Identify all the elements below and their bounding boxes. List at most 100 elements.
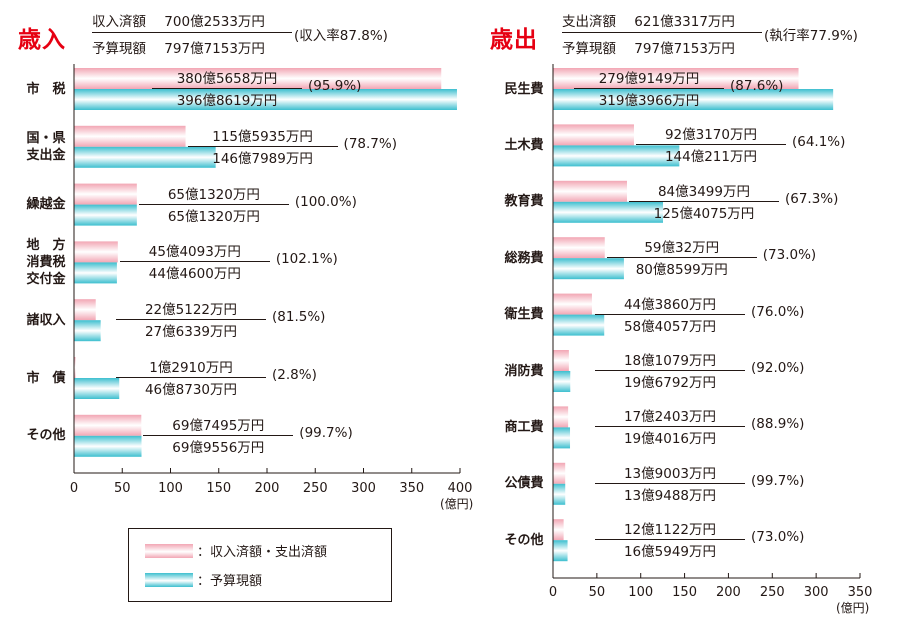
income-title: 歳入: [18, 27, 66, 53]
expenditure-actual-value: 84億3499万円: [657, 183, 750, 200]
expenditure-actual-value: 92億3170万円: [664, 127, 757, 144]
income-budget-value: 46億8730万円: [144, 382, 238, 398]
expenditure-actual-value: 621億3317万円: [634, 14, 735, 30]
income-tick-label: 200: [255, 481, 280, 496]
income-value-pair: 69億7495万円 69億9556万円 (99.7%): [143, 414, 353, 458]
income-value-pair: 45億4093万円 44億4600万円 (102.1%): [119, 240, 338, 284]
expenditure-bar-budget-2: [553, 201, 664, 223]
income-bar-budget-6: [74, 435, 142, 457]
expenditure-summary-rule: [562, 32, 762, 33]
income-actual-value: 65億1320万円: [167, 186, 260, 203]
income-actual-value: 115億5935万円: [212, 128, 313, 145]
income-actual-value: 22億5122万円: [144, 302, 238, 319]
income-bar-budget-0: [74, 89, 457, 110]
expenditure-bar-budget-5: [553, 371, 571, 392]
income-rate: (2.8%): [272, 367, 317, 383]
expenditure-tick-label: 150: [672, 585, 697, 600]
income-category-label: 繰越金: [26, 197, 66, 213]
expenditure-bar-actual-1: [553, 124, 634, 146]
expenditure-bar-actual-3: [553, 237, 605, 259]
income-tick-label: 300: [351, 481, 376, 496]
expenditure-fraction-rule: [574, 88, 724, 89]
legend-swatch-actual: [145, 544, 193, 558]
expenditure-budget-value: 16億5949万円: [623, 544, 717, 561]
expenditure-tick-label: 200: [716, 585, 741, 600]
expenditure-value-pair: 18億1079万円 19億6792万円 (92.0%): [595, 349, 804, 393]
income-category-label: 国・県 支出金: [26, 130, 66, 163]
expenditure-fraction-rule: [595, 370, 745, 371]
expenditure-axis-unit: (億円): [836, 601, 869, 615]
expenditure-category-label: 消防費: [504, 363, 544, 379]
expenditure-category-label: 民生費: [504, 81, 544, 97]
income-budget-label: 予算現額: [92, 41, 146, 57]
expenditure-value-pair: 84億3499万円 125億4075万円 (67.3%): [628, 180, 838, 224]
expenditure-tick-label: 50: [589, 585, 606, 600]
expenditure-fraction-rule: [606, 257, 757, 259]
expenditure-bar-actual-2: [553, 180, 627, 202]
income-fraction-rule: [143, 434, 294, 436]
expenditure-actual-value: 279億9149万円: [598, 71, 700, 87]
income-tick-label: 0: [70, 481, 78, 496]
income-value-pair: 115億5935万円 146億7989万円 (78.7%): [187, 125, 397, 169]
expenditure-bar-actual-5: [553, 350, 569, 371]
income-bar-actual-3: [74, 241, 118, 263]
expenditure-rate: (67.3%): [784, 190, 839, 207]
expenditure-rate: (73.0%): [751, 529, 805, 546]
income-fraction-rule: [119, 261, 270, 263]
income-bar-actual-0: [74, 68, 442, 89]
expenditure-rate: (執行率77.9%): [764, 28, 858, 44]
expenditure-title: 歳出: [490, 27, 538, 53]
income-summary-rule: [92, 32, 292, 33]
expenditure-rate: (92.0%): [751, 360, 805, 376]
expenditure-value-pair: 17億2403万円 19億4016万円 (88.9%): [595, 405, 804, 449]
expenditure-actual-value: 13億9003万円: [623, 465, 717, 482]
income-fraction-rule: [138, 203, 289, 205]
income-actual-value: 45億4093万円: [148, 244, 241, 261]
legend-label-actual: ：収入済額・支出済額: [197, 545, 328, 560]
income-budget-value: 65億1320万円: [167, 208, 260, 225]
income-bar-actual-2: [74, 183, 137, 205]
income-category-label: 諸収入: [26, 312, 66, 328]
expenditure-budget-label: 予算現額: [562, 41, 616, 57]
expenditure-budget-value: 319億3966万円: [598, 93, 700, 109]
legend-label-budget: ：予算現額: [197, 574, 263, 589]
income-actual-value: 380億5658万円: [176, 71, 278, 87]
expenditure-rate: (88.9%): [751, 416, 805, 433]
income-bar-budget-1: [74, 146, 216, 168]
income-fraction-rule: [116, 319, 266, 321]
expenditure-category-label: その他: [504, 532, 544, 548]
income-tick-label: 50: [114, 481, 131, 496]
expenditure-value-pair: 59億32万円 80億8599万円 (73.0%): [606, 236, 816, 280]
expenditure-actual-value: 12億1122万円: [623, 522, 717, 539]
income-rate: (100.0%): [294, 193, 357, 210]
income-axis-unit: (億円): [440, 497, 473, 511]
income-budget-value: 44億4600万円: [148, 266, 241, 283]
expenditure-value-pair: 279億9149万円 319億3966万円 (87.6%): [574, 67, 783, 111]
income-category-label: その他: [26, 428, 66, 444]
expenditure-bar-actual-0: [553, 68, 799, 89]
expenditure-value-pair: 44億3860万円 58億4057万円 (76.0%): [595, 293, 804, 337]
income-tick-label: 250: [303, 481, 328, 496]
income-budget-value: 797億7153万円: [164, 41, 265, 57]
expenditure-rate: (64.1%): [791, 134, 846, 151]
income-bar-actual-6: [74, 414, 142, 436]
expenditure-actual-value: 17億2403万円: [623, 409, 717, 426]
expenditure-value-pair: 92億3170万円 144億211万円 (64.1%): [635, 123, 845, 167]
income-rate: (81.5%): [272, 309, 326, 326]
income-value-pair: 22億5122万円 27億6339万円 (81.5%): [116, 298, 325, 342]
expenditure-rate: (87.6%): [730, 78, 784, 94]
expenditure-budget-value: 125億4075万円: [653, 205, 755, 222]
income-tick-label: 100: [158, 481, 183, 496]
income-summary: 収入済額 700億2533万円 予算現額 797億7153万円 (収入率87.8…: [92, 8, 412, 58]
income-bar-actual-4: [74, 299, 96, 321]
legend: ：収入済額・支出済額 ：予算現額: [128, 528, 392, 602]
income-category-label: 市 債: [26, 370, 66, 386]
legend-item-budget: ：予算現額: [145, 570, 262, 589]
income-bar-budget-5: [74, 378, 120, 399]
income-rate: (78.7%): [343, 135, 397, 152]
expenditure-value-pair: 12億1122万円 16億5949万円 (73.0%): [595, 518, 804, 562]
expenditure-actual-label: 支出済額: [562, 14, 616, 30]
income-bar-budget-4: [74, 320, 101, 342]
income-bar-actual-5: [74, 357, 76, 378]
